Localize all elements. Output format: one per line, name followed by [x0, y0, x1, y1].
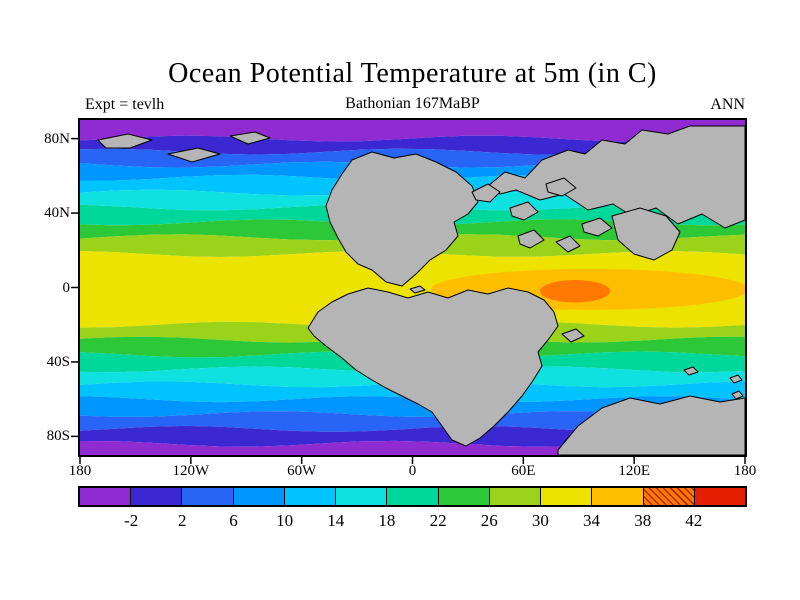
latitude-tick-label: 0 [62, 279, 71, 296]
island-arctic-2 [167, 147, 221, 163]
longitude-tick-label: 60E [511, 463, 536, 479]
experiment-label: Expt = tevlh [85, 96, 165, 113]
island-south-3 [731, 390, 744, 400]
island-south-1 [683, 366, 699, 376]
colorbar-segment [335, 488, 387, 505]
colorbar-tick-label: 38 [634, 511, 652, 530]
colorbar-tick-label: 30 [531, 511, 549, 530]
colorbar-tick-label: 18 [378, 511, 396, 530]
landmass-gondwana [307, 287, 559, 447]
longitude-tick-label: 180 [68, 463, 92, 479]
landmass-antarctica [557, 395, 745, 455]
island-east-gondwana [561, 328, 585, 343]
season-label: ANN [710, 96, 745, 113]
island-arctic-3 [229, 131, 271, 145]
longitude-tick-label: 0 [408, 463, 417, 479]
colorbar-tick-label: 10 [276, 511, 294, 530]
colorbar-segment [693, 488, 746, 505]
colorbar-tick-label: 42 [685, 511, 703, 530]
island-south-2 [729, 374, 743, 384]
colorbar-tick-label: -2 [124, 511, 139, 530]
island-seaway [409, 285, 426, 294]
chart-title: Ocean Potential Temperature at 5m (in C) [168, 58, 657, 89]
paleo-landmasses [97, 125, 745, 455]
latitude-tick-label: 80N [44, 130, 70, 147]
island-tethys-2 [509, 201, 539, 221]
island-arctic-1 [97, 133, 153, 149]
chart-subtitle: Bathonian 167MaBP [345, 95, 480, 112]
colorbar-tick-label: 26 [480, 511, 498, 530]
island-tethys-6 [555, 235, 581, 253]
island-tethys-1 [471, 183, 501, 203]
temperature-band [80, 396, 745, 417]
axis-tick-marks [71, 137, 746, 464]
landmass-east-asia [611, 207, 681, 261]
colorbar-tick-label: 6 [229, 511, 238, 530]
colorbar-tick-label: 34 [583, 511, 600, 530]
longitude-tick-label: 60W [287, 463, 317, 479]
colorbar-segment [80, 488, 131, 505]
island-tethys-4 [581, 217, 613, 237]
island-tethys-5 [517, 229, 545, 249]
colorbar-segment [540, 488, 592, 505]
colorbar [78, 486, 747, 507]
colorbar-tick-label: 22 [429, 511, 447, 530]
latitude-tick-label: 40N [44, 205, 70, 222]
colorbar-tick-label: 2 [178, 511, 187, 530]
longitude-tick-label: 180 [733, 463, 757, 479]
island-tethys-3 [545, 177, 577, 197]
colorbar-tick-label: 14 [327, 511, 345, 530]
latitude-tick-label: 40S [46, 353, 70, 370]
landmass-north-america [325, 151, 479, 287]
colorbar-segment [283, 488, 336, 505]
map-plot-area [71, 118, 747, 464]
colorbar-segment [437, 488, 489, 505]
temperature-map [71, 120, 746, 464]
warm-patch [540, 280, 611, 303]
colorbar-segment [642, 488, 694, 505]
colorbar-segment [130, 488, 182, 505]
colorbar-segment [386, 488, 438, 505]
colorbar-segment [591, 488, 643, 505]
latitude-tick-label: 80S [46, 428, 70, 445]
colorbar-segment [488, 488, 541, 505]
longitude-tick-label: 120W [172, 463, 210, 479]
colorbar-tick-labels: -2 2 6 10 14 18 22 26 30 34 38 42 [80, 511, 745, 533]
colorbar-segment [181, 488, 233, 505]
colorbar-segment [232, 488, 284, 505]
longitude-tick-label: 120E [618, 463, 650, 479]
